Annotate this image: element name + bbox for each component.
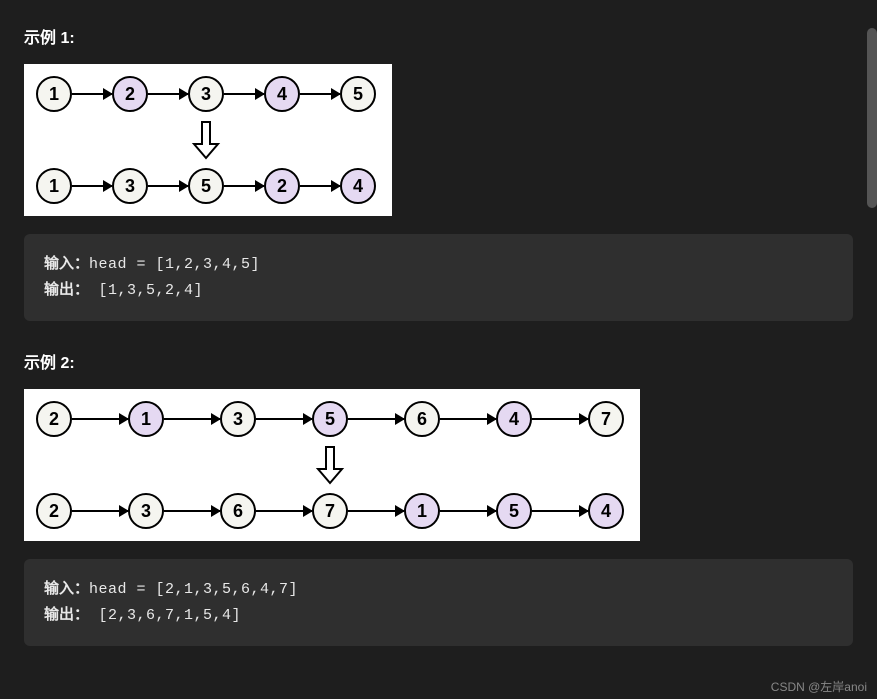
arrow-right-icon (72, 93, 112, 95)
list-node: 2 (36, 493, 72, 529)
list-node: 7 (588, 401, 624, 437)
down-arrow (36, 445, 624, 485)
example1-code: 输入：head = [1,2,3,4,5] 输出： [1,3,5,2,4] (24, 234, 853, 321)
input-value: head = [1,2,3,4,5] (89, 256, 260, 273)
example1-bottom-row: 1 3 5 2 4 (36, 168, 376, 204)
arrow-right-icon (224, 93, 264, 95)
example2-diagram: 2 1 3 5 6 4 7 2 3 6 7 1 5 4 (24, 389, 640, 541)
list-node: 3 (112, 168, 148, 204)
list-node: 1 (404, 493, 440, 529)
arrow-right-icon (532, 510, 588, 512)
input-label: 输入： (44, 256, 89, 273)
list-node: 5 (188, 168, 224, 204)
code-input-line: 输入：head = [1,2,3,4,5] (44, 252, 833, 278)
example1-top-row: 1 2 3 4 5 (36, 76, 376, 112)
list-node: 1 (128, 401, 164, 437)
list-node: 3 (220, 401, 256, 437)
list-node: 6 (404, 401, 440, 437)
list-node: 5 (496, 493, 532, 529)
arrow-right-icon (300, 93, 340, 95)
arrow-right-icon (348, 418, 404, 420)
arrow-right-icon (440, 510, 496, 512)
arrow-right-icon (72, 510, 128, 512)
arrow-right-icon (440, 418, 496, 420)
output-label: 输出： (44, 607, 89, 624)
list-node: 3 (188, 76, 224, 112)
example2-title: 示例 2: (24, 349, 853, 373)
output-value: [2,3,6,7,1,5,4] (89, 607, 241, 624)
list-node: 4 (496, 401, 532, 437)
input-label: 输入： (44, 581, 89, 598)
list-node: 7 (312, 493, 348, 529)
arrow-right-icon (72, 418, 128, 420)
example2-code: 输入：head = [2,1,3,5,6,4,7] 输出： [2,3,6,7,1… (24, 559, 853, 646)
watermark: CSDN @左岸anoi (771, 678, 867, 695)
scrollbar-thumb[interactable] (867, 28, 877, 208)
arrow-right-icon (300, 185, 340, 187)
list-node: 3 (128, 493, 164, 529)
list-node: 1 (36, 76, 72, 112)
code-output-line: 输出： [2,3,6,7,1,5,4] (44, 603, 833, 629)
list-node: 5 (340, 76, 376, 112)
arrow-right-icon (164, 418, 220, 420)
arrow-right-icon (148, 185, 188, 187)
content-area: 示例 1: 1 2 3 4 5 1 3 5 2 4 输入：head = [1,2,3,4,5] … (0, 0, 877, 684)
list-node: 2 (36, 401, 72, 437)
list-node: 4 (340, 168, 376, 204)
arrow-right-icon (348, 510, 404, 512)
code-output-line: 输出： [1,3,5,2,4] (44, 278, 833, 304)
list-node: 4 (264, 76, 300, 112)
list-node: 4 (588, 493, 624, 529)
code-input-line: 输入：head = [2,1,3,5,6,4,7] (44, 577, 833, 603)
output-label: 输出： (44, 282, 89, 299)
example2-top-row: 2 1 3 5 6 4 7 (36, 401, 624, 437)
arrow-right-icon (224, 185, 264, 187)
arrow-right-icon (72, 185, 112, 187)
example1-title: 示例 1: (24, 24, 853, 48)
list-node: 2 (112, 76, 148, 112)
output-value: [1,3,5,2,4] (89, 282, 203, 299)
list-node: 1 (36, 168, 72, 204)
example1-diagram: 1 2 3 4 5 1 3 5 2 4 (24, 64, 392, 216)
arrow-right-icon (148, 93, 188, 95)
list-node: 2 (264, 168, 300, 204)
arrow-right-icon (164, 510, 220, 512)
example2-bottom-row: 2 3 6 7 1 5 4 (36, 493, 624, 529)
input-value: head = [2,1,3,5,6,4,7] (89, 581, 298, 598)
list-node: 5 (312, 401, 348, 437)
arrow-right-icon (256, 418, 312, 420)
arrow-right-icon (532, 418, 588, 420)
list-node: 6 (220, 493, 256, 529)
down-arrow (36, 120, 376, 160)
arrow-right-icon (256, 510, 312, 512)
